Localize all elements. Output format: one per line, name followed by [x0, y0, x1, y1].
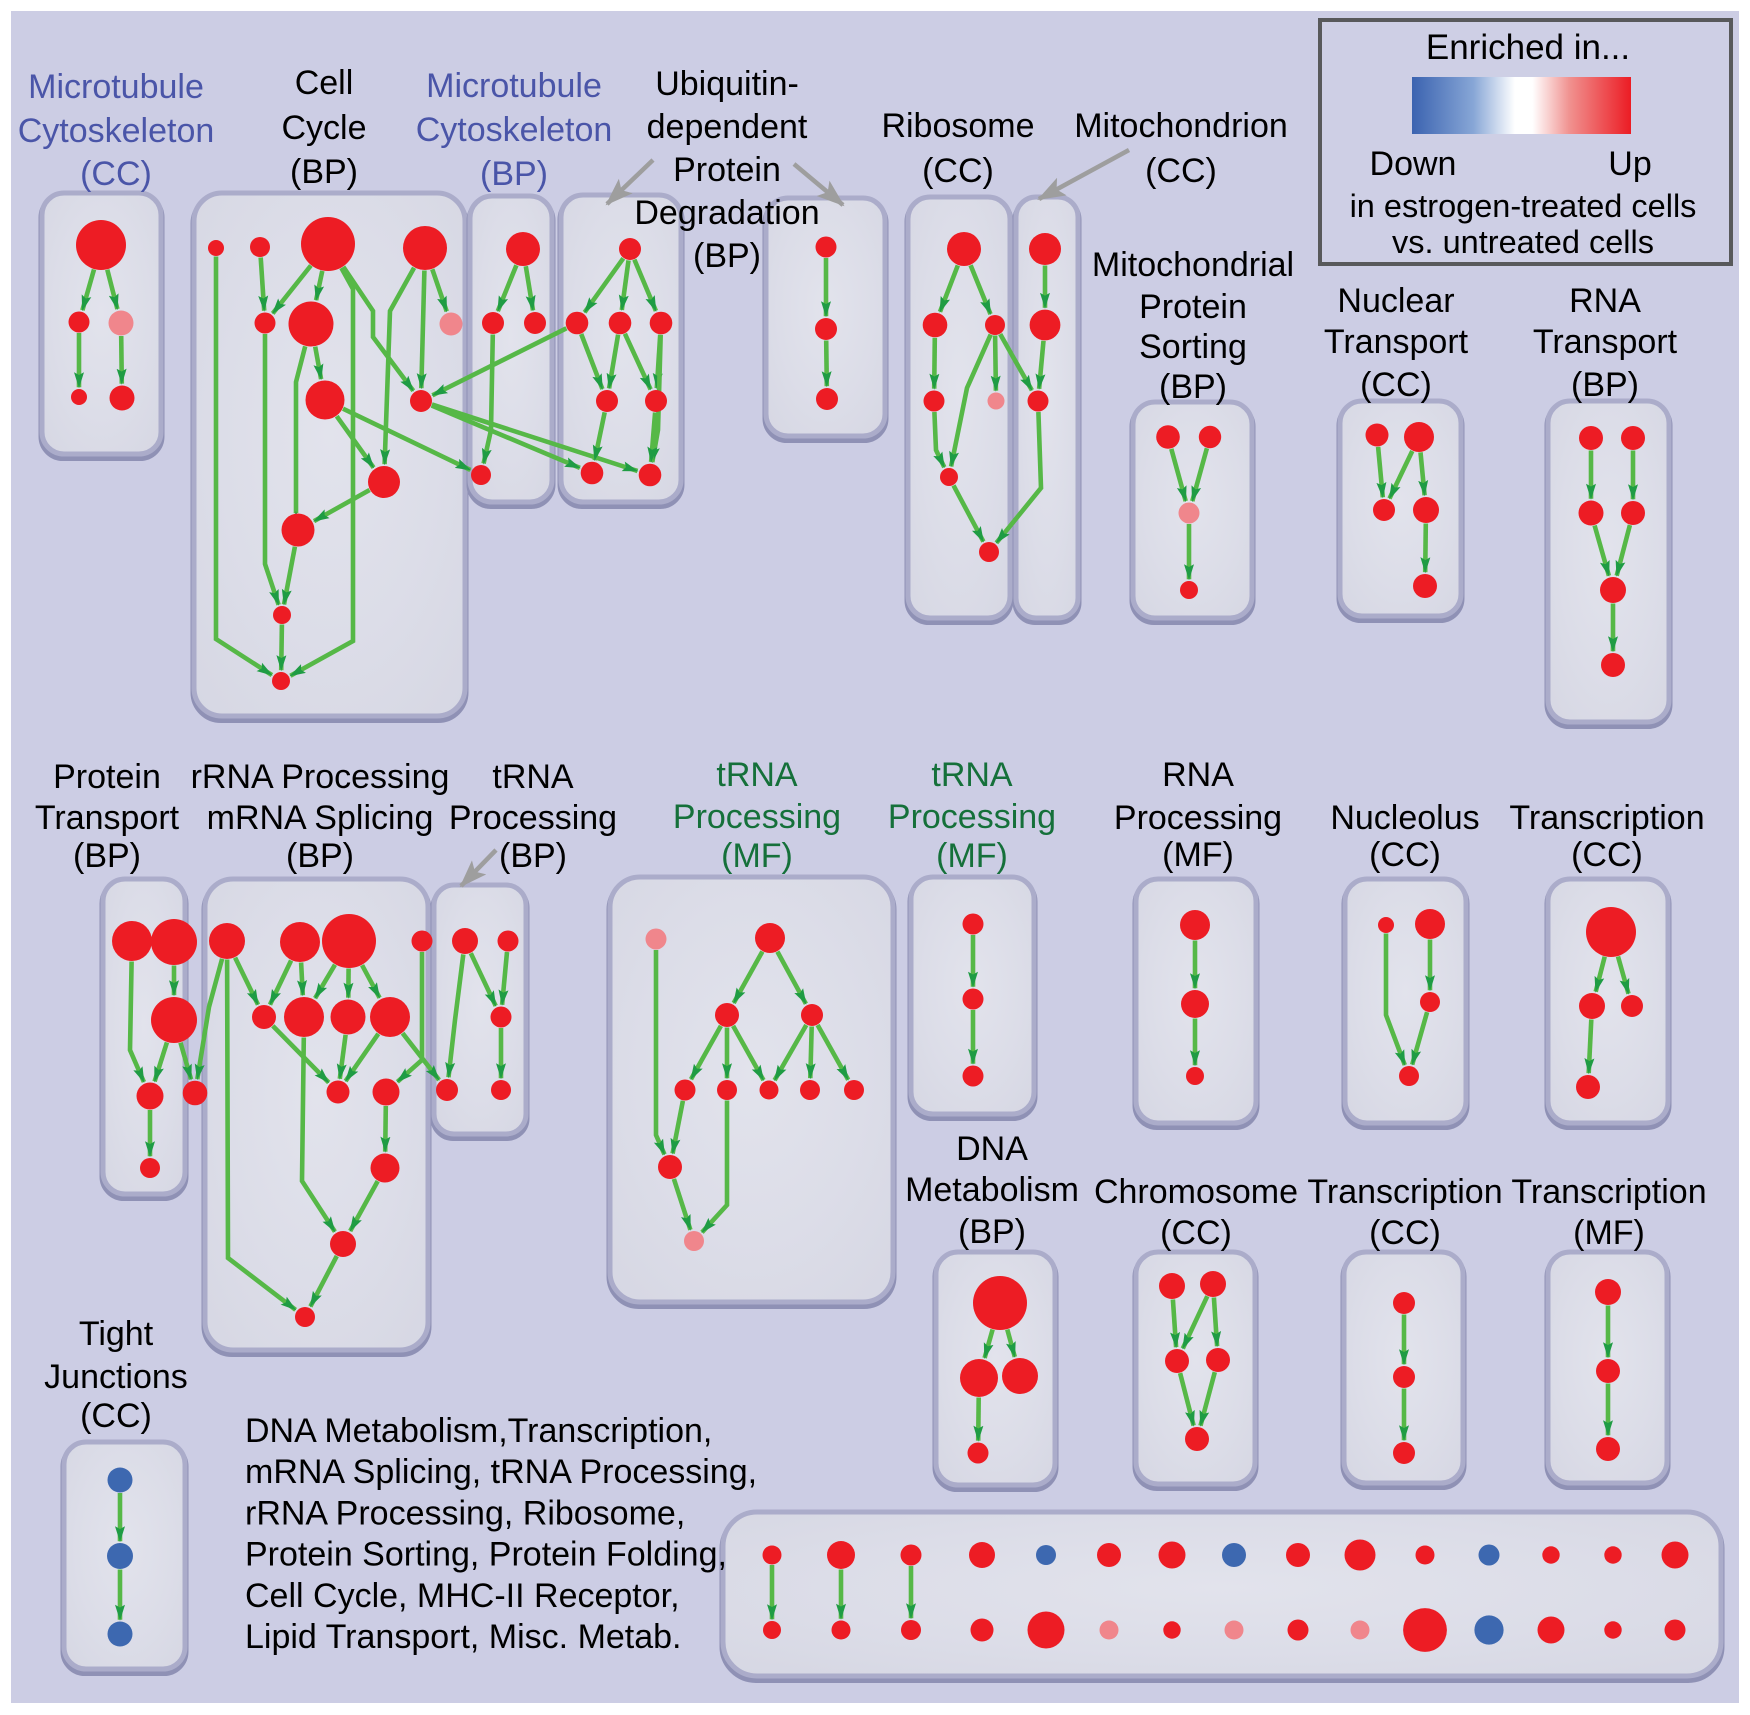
svg-text:tRNA: tRNA: [931, 756, 1013, 794]
svg-text:vs. untreated cells: vs. untreated cells: [1392, 224, 1654, 260]
svg-text:Nucleolus: Nucleolus: [1330, 799, 1479, 837]
svg-text:Up: Up: [1608, 145, 1651, 183]
svg-text:dependent: dependent: [647, 108, 808, 146]
svg-text:(BP): (BP): [1159, 368, 1227, 406]
svg-text:Enriched in...: Enriched in...: [1426, 28, 1630, 67]
svg-text:Transport: Transport: [1324, 323, 1469, 361]
svg-text:(BP): (BP): [693, 237, 761, 275]
svg-text:Down: Down: [1370, 145, 1457, 183]
svg-text:Cytoskeleton: Cytoskeleton: [416, 111, 613, 149]
svg-text:(CC): (CC): [80, 1397, 152, 1435]
svg-text:Junctions: Junctions: [44, 1358, 188, 1396]
svg-text:Metabolism: Metabolism: [905, 1171, 1079, 1209]
svg-text:(BP): (BP): [73, 837, 141, 875]
svg-text:Nuclear: Nuclear: [1337, 282, 1454, 320]
svg-text:Protein: Protein: [673, 151, 781, 189]
svg-text:Transcription: Transcription: [1511, 1173, 1706, 1211]
svg-text:(CC): (CC): [922, 152, 994, 190]
svg-text:Ubiquitin-: Ubiquitin-: [655, 65, 799, 103]
svg-text:Protein: Protein: [53, 758, 161, 796]
svg-text:Mitochondrial: Mitochondrial: [1092, 246, 1294, 284]
svg-text:(MF): (MF): [1162, 836, 1234, 874]
svg-text:(MF): (MF): [1573, 1214, 1645, 1252]
svg-text:RNA: RNA: [1569, 282, 1641, 320]
svg-text:rRNA Processing: rRNA Processing: [191, 758, 450, 796]
svg-text:Microtubule: Microtubule: [426, 67, 602, 105]
svg-text:(CC): (CC): [1160, 1214, 1232, 1252]
svg-text:Microtubule: Microtubule: [28, 68, 204, 106]
svg-text:(CC): (CC): [80, 155, 152, 193]
svg-text:(BP): (BP): [958, 1213, 1026, 1251]
svg-text:Transcription: Transcription: [1307, 1173, 1502, 1211]
svg-text:(CC): (CC): [1571, 836, 1643, 874]
svg-text:(CC): (CC): [1360, 366, 1432, 404]
svg-text:(MF): (MF): [936, 837, 1008, 875]
svg-text:Sorting: Sorting: [1139, 328, 1247, 366]
svg-text:(BP): (BP): [499, 837, 567, 875]
svg-text:Processing: Processing: [673, 798, 841, 836]
svg-text:DNA: DNA: [956, 1130, 1028, 1168]
svg-text:Lipid Transport, Misc. Metab.: Lipid Transport, Misc. Metab.: [245, 1618, 682, 1656]
svg-text:in estrogen-treated cells: in estrogen-treated cells: [1350, 188, 1697, 224]
svg-text:tRNA: tRNA: [716, 756, 798, 794]
svg-text:Transport: Transport: [1533, 323, 1678, 361]
svg-text:Protein Sorting, Protein Foldi: Protein Sorting, Protein Folding,: [245, 1536, 727, 1574]
svg-text:Cycle: Cycle: [281, 109, 366, 147]
svg-text:mRNA Splicing, tRNA Processing: mRNA Splicing, tRNA Processing,: [245, 1453, 757, 1491]
svg-text:(BP): (BP): [290, 153, 358, 191]
svg-text:DNA Metabolism,Transcription,: DNA Metabolism,Transcription,: [245, 1412, 712, 1450]
svg-text:(BP): (BP): [1571, 366, 1639, 404]
svg-text:(CC): (CC): [1145, 152, 1217, 190]
svg-text:Protein: Protein: [1139, 288, 1247, 326]
svg-text:Cell: Cell: [295, 64, 354, 102]
svg-text:(BP): (BP): [480, 155, 548, 193]
svg-text:Chromosome: Chromosome: [1094, 1173, 1298, 1211]
svg-text:(CC): (CC): [1369, 1214, 1441, 1252]
svg-text:Cytoskeleton: Cytoskeleton: [18, 112, 215, 150]
svg-text:Ribosome: Ribosome: [881, 107, 1034, 145]
svg-text:Degradation: Degradation: [634, 194, 819, 232]
svg-text:mRNA Splicing: mRNA Splicing: [207, 799, 434, 837]
svg-text:Tight: Tight: [79, 1315, 154, 1353]
svg-text:Transcription: Transcription: [1509, 799, 1704, 837]
svg-text:tRNA: tRNA: [492, 758, 574, 796]
svg-text:Transport: Transport: [35, 799, 180, 837]
svg-text:Processing: Processing: [449, 799, 617, 837]
svg-text:Processing: Processing: [888, 798, 1056, 836]
svg-text:rRNA Processing, Ribosome,: rRNA Processing, Ribosome,: [245, 1494, 685, 1532]
svg-text:Processing: Processing: [1114, 799, 1282, 837]
svg-text:RNA: RNA: [1162, 756, 1234, 794]
svg-text:Mitochondrion: Mitochondrion: [1074, 107, 1288, 145]
svg-text:(CC): (CC): [1369, 836, 1441, 874]
svg-text:(BP): (BP): [286, 837, 354, 875]
svg-text:(MF): (MF): [721, 837, 793, 875]
svg-text:Cell Cycle, MHC-II Receptor,: Cell Cycle, MHC-II Receptor,: [245, 1577, 680, 1615]
